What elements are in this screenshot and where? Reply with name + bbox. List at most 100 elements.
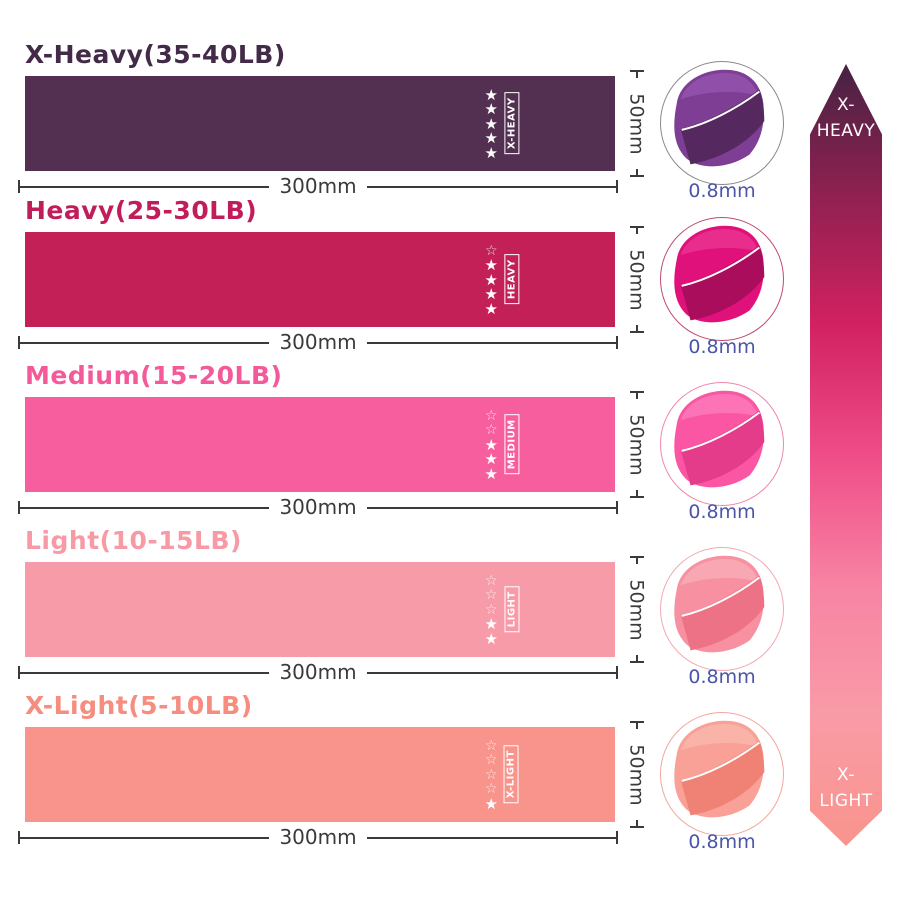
dimension-tick-icon bbox=[636, 820, 638, 826]
star-filled-icon: ★ bbox=[484, 299, 498, 318]
band-title: Light(10-15LB) bbox=[25, 526, 242, 555]
strength-gradient-arrow: X- HEAVY X- LIGHT bbox=[810, 64, 882, 846]
width-dimension-label: 300mm bbox=[279, 330, 357, 354]
dimension-tick-icon bbox=[636, 228, 638, 234]
width-dimension-label: 300mm bbox=[279, 825, 357, 849]
thickness-label: 0.8mm bbox=[688, 666, 756, 688]
star-filled-icon: ★ bbox=[484, 464, 498, 483]
star-filled-icon: ★ bbox=[484, 794, 498, 813]
height-dimension-label: 50mm bbox=[626, 413, 649, 476]
band-tag-box: LIGHT bbox=[503, 584, 520, 636]
ribbon-top-label-line: HEAVY bbox=[816, 121, 876, 141]
star-outline-icon: ☆ bbox=[484, 751, 498, 768]
resistance-band-swatch: ☆ ☆ ☆ ★ ★ LIGHT bbox=[25, 562, 615, 657]
folded-band-icon bbox=[674, 69, 765, 167]
dimension-tick-icon bbox=[636, 325, 638, 331]
band-tag-box: MEDIUM bbox=[503, 414, 520, 475]
thickness-label: 0.8mm bbox=[688, 831, 756, 853]
height-dimension: 50mm bbox=[624, 391, 650, 498]
dimension-tick-icon bbox=[636, 558, 638, 564]
band-thickness-photo bbox=[660, 217, 784, 341]
band-tag-label: MEDIUM bbox=[504, 414, 519, 475]
band-rating-block: ☆ ★ ★ ★ ★ HEAVY bbox=[485, 243, 520, 316]
dimension-line bbox=[20, 671, 270, 674]
height-dimension: 50mm bbox=[624, 226, 650, 333]
band-group-light: Light(10-15LB) ☆ ☆ ☆ ★ ★ LIGHT 50mm 300mm bbox=[0, 526, 900, 688]
band-group-heavy: Heavy(25-30LB) ☆ ★ ★ ★ ★ HEAVY 50mm 300mm bbox=[0, 196, 900, 358]
band-rating-block: ☆ ☆ ★ ★ ★ MEDIUM bbox=[485, 408, 520, 481]
width-dimension-label: 300mm bbox=[279, 660, 357, 684]
height-dimension-label: 50mm bbox=[626, 743, 649, 806]
height-dimension: 50mm bbox=[624, 70, 650, 177]
dimension-tick-icon bbox=[630, 721, 644, 723]
thickness-label: 0.8mm bbox=[688, 501, 756, 523]
dimension-tick-icon bbox=[630, 391, 644, 393]
star-filled-icon: ★ bbox=[484, 270, 498, 289]
dimension-tick-icon bbox=[616, 666, 619, 679]
resistance-band-swatch: ☆ ★ ★ ★ ★ HEAVY bbox=[25, 232, 615, 327]
height-dimension-label: 50mm bbox=[626, 578, 649, 641]
dimension-tick-icon bbox=[630, 226, 644, 228]
dimension-line bbox=[20, 836, 270, 839]
height-dimension: 50mm bbox=[624, 721, 650, 828]
band-tag-box: X-LIGHT bbox=[503, 745, 520, 804]
band-thickness-photo bbox=[660, 382, 784, 506]
width-dimension: 300mm bbox=[18, 495, 619, 519]
star-outline-icon: ☆ bbox=[484, 572, 498, 589]
band-rating-block: ☆ ☆ ☆ ★ ★ LIGHT bbox=[485, 573, 520, 646]
width-dimension: 300mm bbox=[18, 825, 619, 849]
ribbon-bottom-label-line: X- bbox=[837, 765, 855, 785]
dimension-line bbox=[366, 341, 617, 344]
band-group-x-heavy: X-Heavy(35-40LB) ★ ★ ★ ★ ★ X-HEAVY 50mm 300m… bbox=[0, 40, 900, 202]
band-title: X-Heavy(35-40LB) bbox=[25, 40, 286, 69]
width-dimension-label: 300mm bbox=[279, 174, 357, 198]
band-tag-label: X-HEAVY bbox=[504, 92, 520, 155]
dimension-line bbox=[20, 341, 270, 344]
star-filled-icon: ★ bbox=[484, 614, 498, 633]
ribbon-bottom-label-line: LIGHT bbox=[819, 791, 873, 811]
band-title: X-Light(5-10LB) bbox=[25, 691, 253, 720]
dimension-tick-icon bbox=[630, 556, 644, 558]
band-title: Heavy(25-30LB) bbox=[25, 196, 258, 225]
width-dimension: 300mm bbox=[18, 660, 619, 684]
band-title: Medium(15-20LB) bbox=[25, 361, 283, 390]
star-outline-icon: ☆ bbox=[484, 601, 498, 618]
dimension-line bbox=[366, 506, 617, 509]
star-filled-icon: ★ bbox=[484, 128, 498, 147]
star-filled-icon: ★ bbox=[484, 114, 498, 133]
dimension-tick-icon bbox=[630, 175, 644, 177]
star-outline-icon: ☆ bbox=[484, 780, 498, 797]
band-thickness-photo bbox=[660, 712, 784, 836]
star-outline-icon: ☆ bbox=[484, 242, 498, 259]
dimension-tick-icon bbox=[18, 336, 20, 349]
thickness-label: 0.8mm bbox=[688, 336, 756, 358]
band-tag-box: HEAVY bbox=[503, 254, 520, 306]
band-rating-block: ☆ ☆ ☆ ☆ ★ X-LIGHT bbox=[485, 738, 520, 811]
dimension-tick-icon bbox=[636, 169, 638, 175]
star-outline-icon: ☆ bbox=[484, 421, 498, 438]
star-rating: ☆ ☆ ☆ ★ ★ bbox=[485, 573, 498, 646]
dimension-tick-icon bbox=[18, 666, 20, 679]
width-dimension-label: 300mm bbox=[279, 495, 357, 519]
dimension-tick-icon bbox=[18, 501, 20, 514]
height-dimension: 50mm bbox=[624, 556, 650, 663]
dimension-tick-icon bbox=[616, 336, 619, 349]
dimension-line bbox=[366, 671, 617, 674]
star-filled-icon: ★ bbox=[484, 629, 498, 648]
height-dimension-label: 50mm bbox=[626, 92, 649, 155]
dimension-tick-icon bbox=[616, 180, 619, 193]
folded-band-icon bbox=[674, 720, 765, 818]
star-filled-icon: ★ bbox=[484, 284, 498, 303]
height-dimension-label: 50mm bbox=[626, 248, 649, 311]
dimension-line bbox=[20, 185, 270, 188]
star-rating: ★ ★ ★ ★ ★ bbox=[485, 87, 498, 160]
band-tag-box: X-HEAVY bbox=[503, 92, 520, 155]
star-rating: ☆ ☆ ★ ★ ★ bbox=[485, 408, 498, 481]
dimension-tick-icon bbox=[616, 501, 619, 514]
dimension-tick-icon bbox=[636, 72, 638, 78]
star-filled-icon: ★ bbox=[484, 435, 498, 454]
star-outline-icon: ☆ bbox=[484, 586, 498, 603]
band-tag-label: X-LIGHT bbox=[504, 745, 520, 804]
star-filled-icon: ★ bbox=[484, 449, 498, 468]
